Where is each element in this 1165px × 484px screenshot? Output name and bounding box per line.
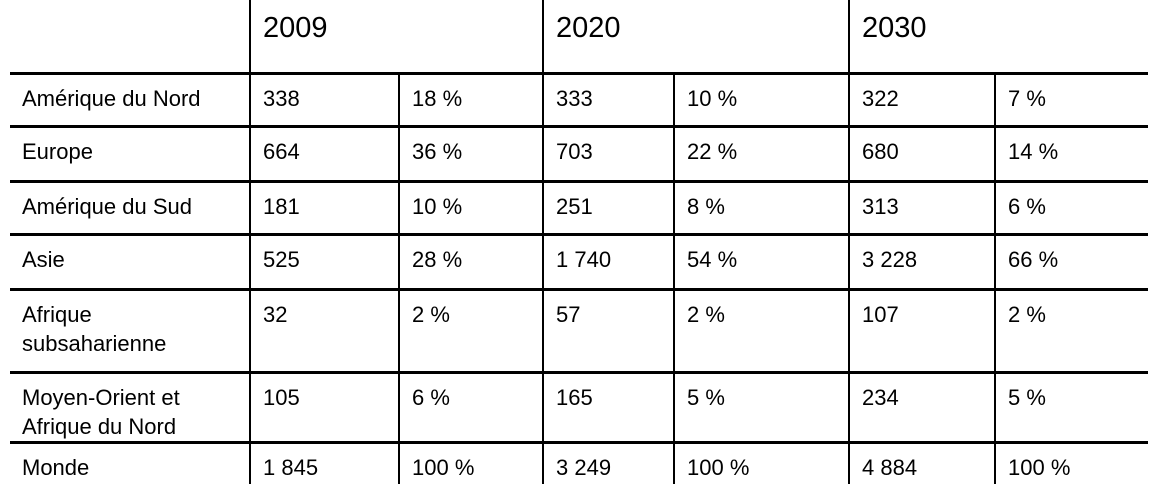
value-cell: 703: [542, 126, 675, 183]
percent-cell: 10 %: [397, 181, 544, 236]
header-year-2009: 2009: [248, 0, 544, 75]
value-cell: 525: [249, 234, 399, 291]
percent-cell: 2 %: [994, 289, 1149, 374]
percent-cell: 10 %: [673, 73, 850, 128]
value-cell: 333: [542, 73, 675, 128]
row-label: Monde: [22, 455, 90, 481]
header-year-2020: 2020: [542, 0, 850, 75]
value-cell: 181: [249, 181, 399, 236]
row-label: Asie: [10, 234, 250, 291]
percent-cell: 22 %: [673, 126, 850, 183]
percent-cell: 66 %: [994, 234, 1149, 291]
value-cell: 251: [542, 181, 675, 236]
percent-cell: 5 %: [673, 372, 850, 445]
row-label: Amérique du Nord: [10, 73, 250, 128]
value-cell: 664: [249, 126, 399, 183]
table-header: 2009 2020 2030: [10, 0, 1149, 75]
percent-cell: 6 %: [397, 372, 544, 445]
table-row: Amérique du Sud 181 10 % 251 8 % 313 6 %: [10, 181, 1149, 236]
row-label: Afrique subsaharienne: [10, 289, 250, 374]
value-cell: 107: [848, 289, 996, 374]
value-cell: 313: [848, 181, 996, 236]
table-row: Afrique subsaharienne 32 2 % 57 2 % 107 2 %: [10, 289, 1149, 374]
percent-cell: 14 %: [994, 126, 1149, 183]
header-corner-cell: [10, 0, 250, 75]
value-cell: 32: [249, 289, 399, 374]
value-cell: 165: [542, 372, 675, 445]
percent-cell: 36 %: [397, 126, 544, 183]
percent-cell: 54 %: [673, 234, 850, 291]
header-row: 2009 2020 2030: [10, 0, 1149, 75]
table-row: Amérique du Nord 338 18 % 333 10 % 322 7 %: [10, 73, 1149, 128]
percent-cell: 100 %: [673, 442, 850, 484]
percent-cell: 100 %: [397, 442, 544, 484]
value-cell: 1 845: [249, 442, 399, 484]
value-cell: 322: [848, 73, 996, 128]
value-cell: 105: [249, 372, 399, 445]
header-year-2030: 2030: [848, 0, 1149, 75]
row-label: Amérique du Sud: [10, 181, 250, 236]
regions-by-year-table: 2009 2020 2030 Amérique du Nord 338 18 % 33…: [10, 0, 1149, 484]
value-cell: 3 228: [848, 234, 996, 291]
table-row: Asie 525 28 % 1 740 54 % 3 228 66 %: [10, 234, 1149, 291]
value-cell: 4 884: [848, 442, 996, 484]
percent-cell: 2 %: [397, 289, 544, 374]
value-cell: 57: [542, 289, 675, 374]
percent-cell: 6 %: [994, 181, 1149, 236]
table-row: Moyen-Orient et Afrique du Nord 105 6 % 165…: [10, 372, 1149, 445]
percent-cell: 28 %: [397, 234, 544, 291]
percent-cell: 2 %: [673, 289, 850, 374]
percent-cell: 8 %: [673, 181, 850, 236]
value-cell: 3 249: [542, 442, 675, 484]
value-cell: 680: [848, 126, 996, 183]
value-cell: 338: [249, 73, 399, 128]
percent-cell: 5 %: [994, 372, 1149, 445]
value-cell: 1 740: [542, 234, 675, 291]
percent-cell: 18 %: [397, 73, 544, 128]
value-cell: 234: [848, 372, 996, 445]
row-label: Europe: [10, 126, 250, 183]
table-body: Amérique du Nord 338 18 % 333 10 % 322 7 % Euro…: [10, 73, 1149, 484]
percent-cell: 100 %: [994, 442, 1149, 484]
table-row: Monde 1 845 100 % 3 249 100 % 4 884 100 %: [10, 442, 1149, 484]
table-row: Europe 664 36 % 703 22 % 680 14 %: [10, 126, 1149, 183]
row-label: Moyen-Orient et Afrique du Nord: [10, 372, 250, 445]
percent-cell: 7 %: [994, 73, 1149, 128]
